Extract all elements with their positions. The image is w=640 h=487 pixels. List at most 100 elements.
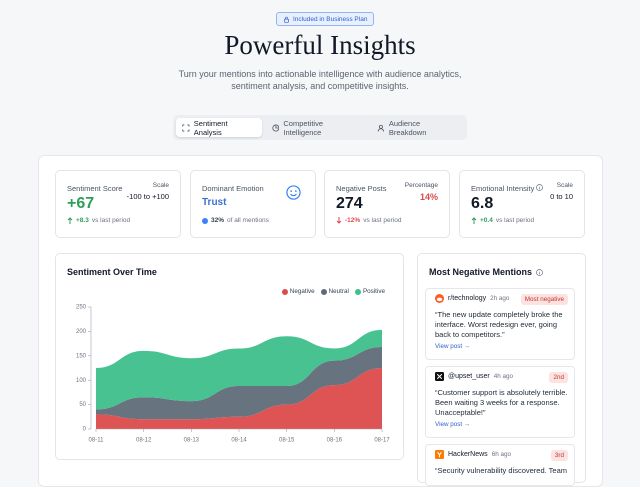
arrow-up: [471, 217, 477, 224]
stat-change: +0.4 vs last period: [471, 217, 534, 224]
mention-header: @upset_user 4h ago: [435, 372, 513, 381]
area: [96, 329, 382, 410]
mention-item: r/technology 2h ago Most negative “The ne…: [425, 288, 575, 360]
change-value: -12%: [345, 217, 361, 224]
plan-badge: Included in Business Plan: [276, 12, 375, 26]
legend-item: Negative: [281, 288, 315, 295]
change-note: vs last period: [363, 217, 402, 224]
stat-label: Dominant Emotion: [202, 184, 264, 193]
stat-label: Emotional Intensity: [471, 184, 535, 193]
tab[interactable]: Competitive Intelligence: [266, 118, 367, 137]
stat-aside-label: Percentage: [404, 182, 438, 189]
stat-value: +67: [67, 195, 95, 212]
mention-text: “Customer support is absolutely terrible…: [435, 388, 568, 417]
mentions-title: Most Negative Mentions: [429, 267, 533, 277]
stat-value: 6.8: [471, 195, 494, 212]
x-tick-label: 08-15: [279, 438, 295, 444]
y-tick-label: 150: [76, 353, 87, 359]
mention-rank: 2nd: [549, 372, 568, 383]
stat-label: Sentiment Score: [67, 184, 123, 193]
mention-rank: Most negative: [520, 294, 568, 305]
chart-title: Sentiment Over Time: [67, 267, 157, 277]
area: [96, 368, 382, 429]
mention-header: HackerNews 6h ago: [435, 450, 511, 459]
x-tick-label: 08-17: [374, 438, 390, 444]
view-post-link[interactable]: View post →: [435, 421, 471, 428]
arrow-down: [336, 217, 342, 224]
stat-label: Negative Posts: [336, 184, 387, 193]
stat-aside-value: 0 to 10: [550, 192, 573, 201]
arrow-up: [67, 217, 73, 224]
mention-header: r/technology 2h ago: [435, 294, 509, 303]
x-tick-label: 08-14: [231, 438, 247, 444]
change-value: +8.3: [76, 217, 89, 224]
stat-change: -12% vs last period: [336, 217, 401, 224]
mention-time: 6h ago: [491, 451, 511, 458]
tab[interactable]: Audience Breakdown: [371, 118, 464, 137]
stat-card: Negative Posts Percentage 14% 274 -12% vs…: [324, 170, 450, 238]
stat-change: +8.3 vs last period: [67, 217, 130, 224]
lock-icon: [284, 16, 289, 23]
legend-label: Positive: [362, 288, 385, 295]
tab-label: Sentiment Analysis: [193, 118, 228, 137]
chart-card: Sentiment Over Time Negative Neutral Posit…: [55, 253, 404, 460]
y-tick-label: 100: [76, 378, 87, 384]
view-post-link[interactable]: View post →: [435, 343, 471, 350]
x-tick-label: 08-13: [184, 438, 200, 444]
detail-value: 32%: [211, 217, 225, 224]
mention-text: “The new update completely broke the int…: [435, 310, 563, 339]
change-value: +0.4: [480, 217, 493, 224]
x-tick-label: 08-11: [89, 438, 105, 444]
mention-rank: 3rd: [550, 450, 568, 461]
tab-label: Competitive Intelligence: [283, 118, 323, 137]
tab-label: Audience Breakdown: [388, 118, 427, 137]
y-tick-label: 200: [76, 329, 87, 335]
stat-value: 274: [336, 195, 363, 212]
page: { "badge":"Included in Business Plan", "…: [38, 12, 603, 487]
legend: Negative Neutral Positive: [281, 288, 385, 295]
info-icon: [536, 268, 543, 276]
mentions-title-row: Most Negative Mentions: [429, 267, 543, 277]
stat-value: Trust: [202, 197, 227, 208]
change-note: vs last period: [91, 217, 131, 224]
change-note: vs last period: [495, 217, 535, 224]
x-tick-label: 08-12: [136, 438, 152, 444]
mention-item: @upset_user 4h ago 2nd “Customer support …: [425, 366, 575, 438]
tab-icon: [271, 123, 280, 132]
page-title: Powerful Insights: [224, 30, 416, 60]
legend-swatch: [320, 288, 327, 295]
stat-aside-label: Scale: [152, 182, 169, 189]
legend-swatch: [354, 288, 361, 295]
stat-card: Sentiment Score Scale -100 to +100 +67 +…: [55, 170, 181, 238]
stat-aside-value: -100 to +100: [126, 192, 169, 201]
stat-aside-label: Scale: [556, 182, 573, 189]
detail-dot: [202, 217, 208, 224]
stat-label-row: Emotional Intensity: [471, 184, 544, 193]
legend-swatch: [281, 288, 288, 295]
page-subtitle: Turn your mentions into actionable intel…: [178, 69, 462, 91]
legend-item: Neutral: [320, 288, 349, 295]
tab[interactable]: Sentiment Analysis: [176, 118, 262, 137]
info-icon: [536, 184, 544, 191]
mention-source: @upset_user: [448, 373, 490, 380]
stat-aside-value: 14%: [419, 192, 438, 202]
detail-note: of all mentions: [227, 217, 269, 224]
legend-label: Neutral: [328, 288, 349, 295]
x-icon: [435, 372, 444, 381]
mention-source: r/technology: [448, 295, 487, 302]
tab-icon: [377, 124, 385, 132]
legend-label: Negative: [289, 288, 315, 295]
tab-bar: Sentiment Analysis Competitive Intellige…: [173, 115, 467, 140]
tab-icon: [182, 123, 190, 132]
hackernews-icon: [435, 450, 444, 459]
area: [96, 347, 382, 420]
mention-source: HackerNews: [448, 451, 488, 458]
mention-time: 4h ago: [493, 373, 514, 380]
reddit-icon: [435, 294, 444, 303]
badge-text: Included in Business Plan: [293, 15, 368, 23]
stat-card: Dominant Emotion Trust 32% of all mention…: [190, 170, 316, 238]
mention-item: HackerNews 6h ago 3rd “Security vulnerabi…: [425, 444, 575, 486]
chart: 0 50 100 150 200 250 08-11 08-12 08-13 08-14 08-15…: [76, 305, 390, 444]
stat-detail: 32% of all mentions: [202, 217, 269, 224]
emotion-icon: [286, 185, 301, 200]
